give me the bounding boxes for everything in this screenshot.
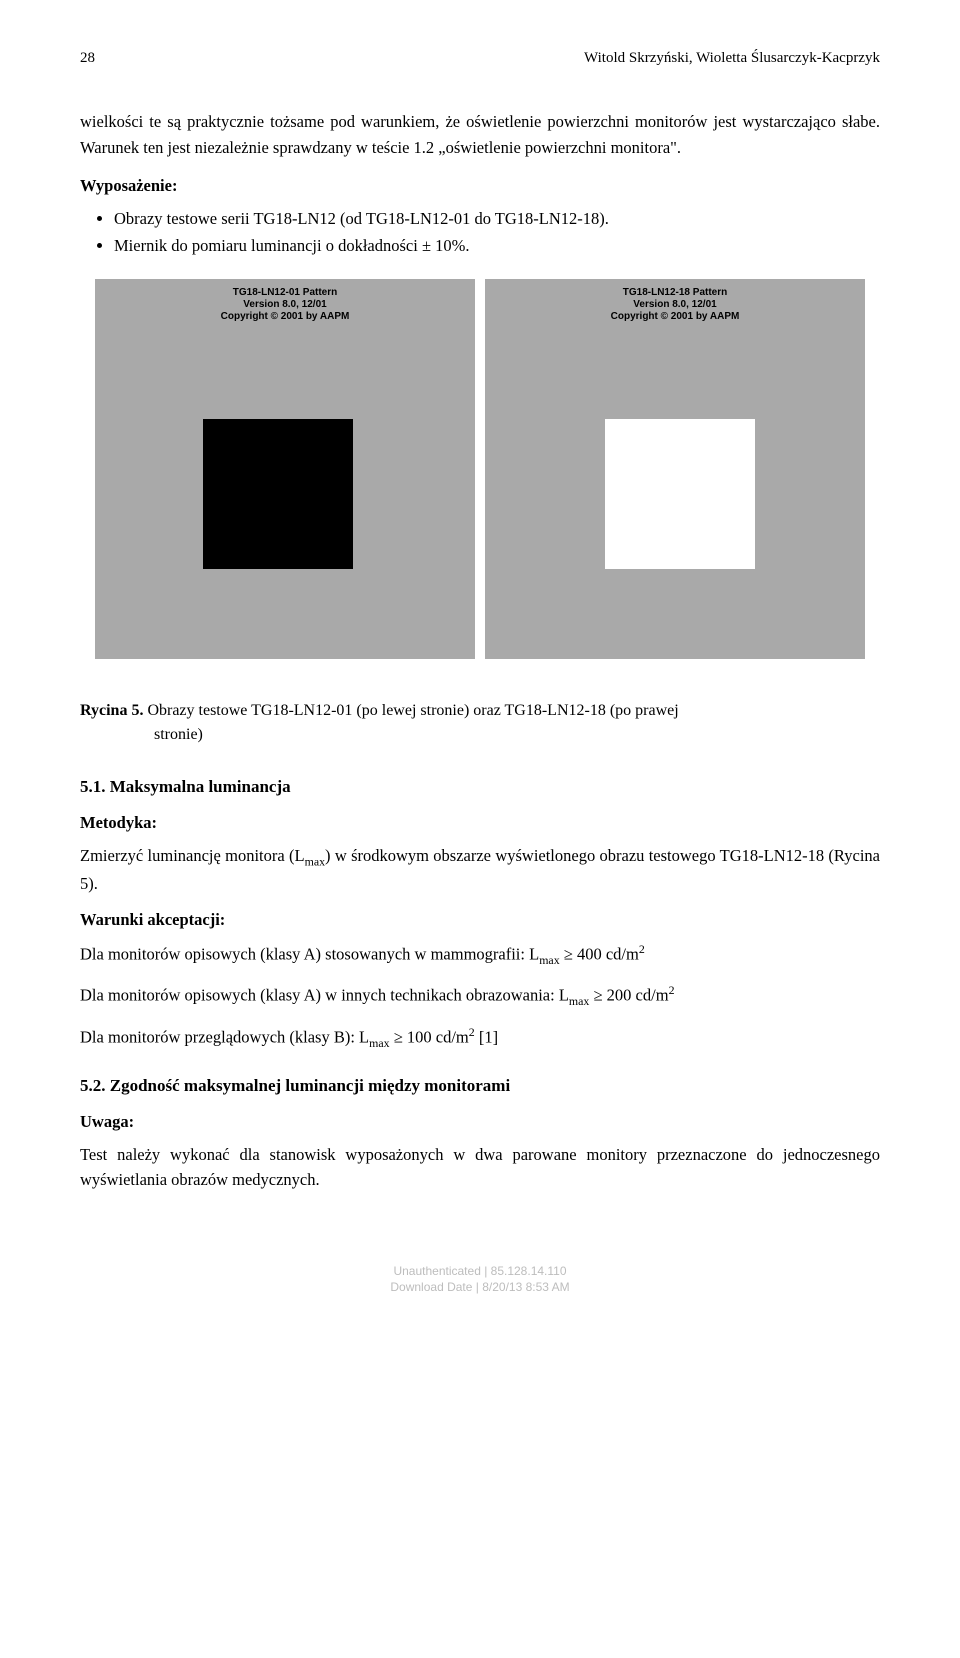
figure-caption-text2: stronie) bbox=[80, 723, 880, 747]
text-part: ≥ 400 cd/m bbox=[560, 945, 639, 964]
figure-row: TG18-LN12-01 Pattern Version 8.0, 12/01 … bbox=[80, 279, 880, 659]
condition-3: Dla monitorów przeglądowych (klasy B): L… bbox=[80, 1023, 880, 1052]
section-5-2-heading: 5.2. Zgodność maksymalnej luminancji mię… bbox=[80, 1076, 880, 1096]
condition-2: Dla monitorów opisowych (klasy A) w inny… bbox=[80, 981, 880, 1010]
method-text: Zmierzyć luminancję monitora (Lmax) w śr… bbox=[80, 843, 880, 896]
caption-line: Version 8.0, 12/01 bbox=[221, 299, 350, 311]
pattern-caption-right: TG18-LN12-18 Pattern Version 8.0, 12/01 … bbox=[611, 287, 740, 323]
list-item: Obrazy testowe serii TG18-LN12 (od TG18-… bbox=[114, 206, 880, 232]
text-part: Dla monitorów opisowych (klasy A) stosow… bbox=[80, 945, 539, 964]
sub-max: max bbox=[305, 854, 325, 868]
text-part: Zmierzyć luminancję monitora (L bbox=[80, 846, 305, 865]
caption-line: Version 8.0, 12/01 bbox=[611, 299, 740, 311]
test-pattern-right: TG18-LN12-18 Pattern Version 8.0, 12/01 … bbox=[485, 279, 865, 659]
figure-caption: Rycina 5. Obrazy testowe TG18-LN12-01 (p… bbox=[80, 699, 880, 747]
section-5-1-heading: 5.1. Maksymalna luminancja bbox=[80, 777, 880, 797]
page-footer: Unauthenticated | 85.128.14.110 Download… bbox=[80, 1263, 880, 1295]
sub-max: max bbox=[369, 1035, 389, 1049]
footer-line-2: Download Date | 8/20/13 8:53 AM bbox=[80, 1279, 880, 1295]
text-part: ≥ 200 cd/m bbox=[589, 986, 668, 1005]
figure-caption-text1: Obrazy testowe TG18-LN12-01 (po lewej st… bbox=[143, 702, 678, 719]
header-authors: Witold Skrzyński, Wioletta Ślusarczyk-Ka… bbox=[584, 50, 880, 67]
sup-2: 2 bbox=[639, 942, 645, 956]
method-label: Metodyka: bbox=[80, 813, 880, 833]
figure-caption-lead: Rycina 5. bbox=[80, 702, 143, 719]
text-part: Dla monitorów opisowych (klasy A) w inny… bbox=[80, 986, 569, 1005]
note-text: Test należy wykonać dla stanowisk wyposa… bbox=[80, 1142, 880, 1193]
test-pattern-left: TG18-LN12-01 Pattern Version 8.0, 12/01 … bbox=[95, 279, 475, 659]
equipment-list: Obrazy testowe serii TG18-LN12 (od TG18-… bbox=[80, 206, 880, 259]
sub-max: max bbox=[539, 953, 559, 967]
caption-line: TG18-LN12-18 Pattern bbox=[611, 287, 740, 299]
pattern-caption-left: TG18-LN12-01 Pattern Version 8.0, 12/01 … bbox=[221, 287, 350, 323]
sub-max: max bbox=[569, 994, 589, 1008]
accept-label: Warunki akceptacji: bbox=[80, 910, 880, 930]
white-square bbox=[605, 419, 755, 569]
sup-2: 2 bbox=[669, 983, 675, 997]
intro-paragraph: wielkości te są praktycznie tożsame pod … bbox=[80, 109, 880, 160]
footer-line-1: Unauthenticated | 85.128.14.110 bbox=[80, 1263, 880, 1279]
caption-line: TG18-LN12-01 Pattern bbox=[221, 287, 350, 299]
condition-1: Dla monitorów opisowych (klasy A) stosow… bbox=[80, 940, 880, 969]
page-number: 28 bbox=[80, 50, 95, 67]
caption-line: Copyright © 2001 by AAPM bbox=[221, 311, 350, 323]
text-part: Dla monitorów przeglądowych (klasy B): L bbox=[80, 1027, 369, 1046]
note-label: Uwaga: bbox=[80, 1112, 880, 1132]
text-part: ≥ 100 cd/m bbox=[390, 1027, 469, 1046]
black-square bbox=[203, 419, 353, 569]
equipment-label: Wyposażenie: bbox=[80, 176, 880, 196]
page-header: 28 Witold Skrzyński, Wioletta Ślusarczyk… bbox=[80, 50, 880, 67]
text-part: [1] bbox=[475, 1027, 498, 1046]
caption-line: Copyright © 2001 by AAPM bbox=[611, 311, 740, 323]
list-item: Miernik do pomiaru luminancji o dokładno… bbox=[114, 233, 880, 259]
page-container: 28 Witold Skrzyński, Wioletta Ślusarczyk… bbox=[0, 0, 960, 1335]
